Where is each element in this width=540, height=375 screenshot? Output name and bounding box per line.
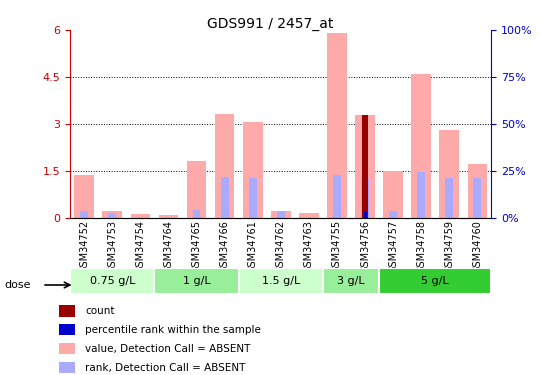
Text: dose: dose [4, 280, 31, 290]
Bar [59, 305, 76, 316]
Bar [333, 176, 341, 217]
Bar [243, 122, 262, 218]
FancyBboxPatch shape [323, 268, 379, 294]
FancyBboxPatch shape [379, 268, 491, 294]
Text: 1 g/L: 1 g/L [183, 276, 211, 286]
Bar [193, 210, 200, 218]
FancyBboxPatch shape [70, 268, 154, 294]
Bar [59, 362, 76, 373]
Text: 5 g/L: 5 g/L [421, 276, 449, 286]
Bar [277, 211, 285, 217]
Bar [355, 115, 375, 218]
Bar [361, 177, 369, 218]
Bar [363, 211, 367, 218]
Text: 0.75 g/L: 0.75 g/L [90, 276, 135, 286]
Bar [59, 324, 76, 335]
Bar [131, 214, 150, 217]
Bar [187, 161, 206, 218]
Bar [80, 211, 88, 218]
Bar [75, 176, 94, 217]
Bar [221, 177, 228, 218]
Bar [474, 177, 481, 218]
Bar [440, 130, 459, 218]
Bar [159, 215, 178, 217]
Bar [383, 171, 403, 217]
Bar [299, 213, 319, 217]
Bar [327, 33, 347, 218]
Bar [109, 213, 116, 217]
Text: 3 g/L: 3 g/L [337, 276, 365, 286]
Bar [389, 211, 397, 218]
Bar [468, 164, 487, 218]
Bar [59, 343, 76, 354]
Bar [249, 177, 256, 218]
Bar [362, 115, 368, 218]
Text: GDS991 / 2457_at: GDS991 / 2457_at [207, 17, 333, 31]
Bar [411, 74, 431, 217]
FancyBboxPatch shape [154, 268, 239, 294]
Bar [271, 211, 291, 217]
Bar [417, 172, 425, 217]
Text: value, Detection Call = ABSENT: value, Detection Call = ABSENT [85, 344, 250, 354]
Text: percentile rank within the sample: percentile rank within the sample [85, 325, 261, 335]
Text: rank, Detection Call = ABSENT: rank, Detection Call = ABSENT [85, 363, 245, 372]
Bar [215, 114, 234, 218]
FancyBboxPatch shape [239, 268, 323, 294]
Bar [103, 211, 122, 218]
Text: count: count [85, 306, 114, 316]
Text: 1.5 g/L: 1.5 g/L [262, 276, 300, 286]
Bar [446, 177, 453, 218]
